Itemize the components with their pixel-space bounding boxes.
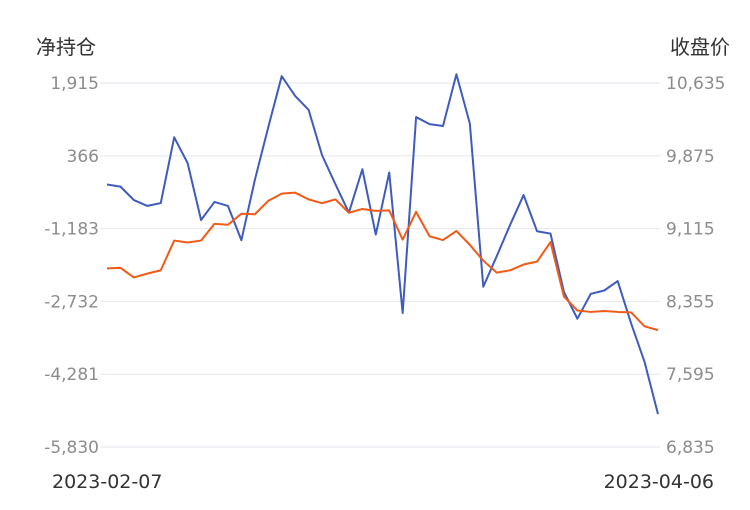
left-tick-label: -1,183 bbox=[44, 220, 99, 240]
right-tick-label: 10,635 bbox=[666, 74, 725, 94]
x-end-label: 2023-04-06 bbox=[604, 471, 714, 493]
right-tick-label: 9,115 bbox=[666, 220, 715, 240]
right-tick-label: 7,595 bbox=[666, 365, 715, 385]
x-start-label: 2023-02-07 bbox=[52, 471, 162, 493]
tick-labels: 1,915 10,635 366 9,875 -1,183 9,115 -2,732 8,35… bbox=[44, 74, 725, 458]
right-tick-label: 8,355 bbox=[666, 292, 715, 312]
net-position-line bbox=[106, 73, 659, 415]
left-axis-title: 净持仓 bbox=[36, 35, 96, 59]
gridlines bbox=[100, 82, 660, 448]
series-lines bbox=[106, 73, 659, 415]
left-tick-label: -5,830 bbox=[44, 438, 99, 458]
left-tick-label: -4,281 bbox=[44, 365, 99, 385]
close-price-line bbox=[106, 191, 659, 332]
right-tick-label: 9,875 bbox=[666, 147, 715, 167]
left-tick-label: 366 bbox=[67, 147, 99, 167]
left-tick-label: 1,915 bbox=[50, 74, 99, 94]
right-axis-title: 收盘价 bbox=[670, 35, 730, 59]
left-tick-label: -2,732 bbox=[44, 292, 99, 312]
right-tick-label: 6,835 bbox=[666, 438, 715, 458]
